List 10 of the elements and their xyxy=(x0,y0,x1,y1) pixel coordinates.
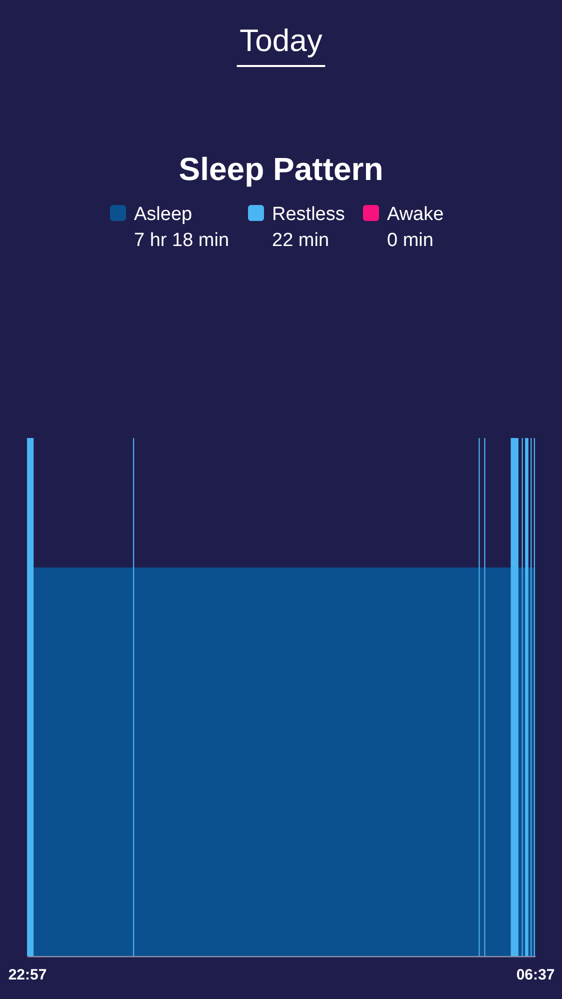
legend-label: Awake xyxy=(387,204,444,225)
x-tick-label: 06:37 xyxy=(516,966,555,984)
text: 7 hr 18 min xyxy=(134,230,230,251)
text: Today xyxy=(240,23,323,58)
legend-label: Asleep xyxy=(134,204,192,225)
chart-title: Sleep Pattern xyxy=(178,151,384,187)
text: 22 min xyxy=(272,230,330,251)
legend-label: Restless xyxy=(272,204,345,225)
text: 0 min xyxy=(387,230,434,251)
x-tick-label: 22:57 xyxy=(8,966,47,984)
